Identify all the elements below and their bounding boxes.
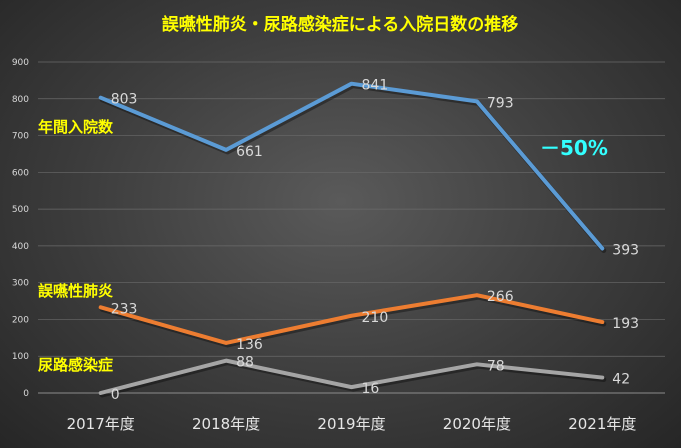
data-label: 210: [362, 310, 389, 326]
data-point: [350, 314, 353, 318]
data-point: [475, 293, 479, 297]
series: [98, 81, 607, 398]
y-tick-label: 700: [12, 132, 29, 142]
x-tick-label: 2017年度: [67, 415, 135, 433]
data-label: 0: [111, 387, 120, 403]
data-point: [475, 99, 479, 103]
series-line-shadow: [99, 83, 607, 253]
y-tick-label: 600: [12, 168, 29, 178]
series-name-uti: 尿路感染症: [38, 356, 113, 374]
y-tick-label: 500: [12, 205, 29, 215]
y-tick-label: 800: [12, 95, 29, 105]
data-point: [224, 341, 228, 345]
data-labels: 803 661 841 793 393 233 136 210 266 193 0 88 16 78 42: [111, 78, 639, 403]
x-tick-label: 2019年度: [317, 415, 385, 433]
data-point: [224, 148, 228, 152]
y-tick-label: 100: [12, 352, 29, 362]
data-label: 393: [612, 242, 639, 258]
y-tick-label: 400: [12, 242, 29, 252]
data-point: [600, 246, 604, 250]
chart-title: 誤嚥性肺炎・尿路感染症による入院日数の推移: [162, 14, 519, 35]
data-point: [99, 305, 103, 309]
data-label: 841: [362, 78, 389, 94]
data-label: 233: [111, 301, 138, 317]
y-tick-label: 0: [23, 389, 29, 399]
data-label: 661: [236, 144, 263, 160]
data-point: [600, 320, 604, 324]
data-label: 136: [236, 337, 263, 353]
data-label: 803: [111, 92, 138, 108]
y-tick-label: 900: [12, 58, 29, 68]
x-tick-label: 2021年度: [568, 415, 636, 433]
reduction-annotation: －50%: [540, 136, 608, 160]
data-label: 266: [487, 289, 514, 305]
y-tick-label: 300: [12, 279, 29, 289]
series-name-annual-admissions: 年間入院数: [38, 118, 114, 136]
data-point: [99, 391, 103, 395]
data-point: [224, 359, 228, 363]
y-tick-label: 200: [12, 315, 29, 325]
data-point: [99, 96, 103, 100]
data-label: 193: [612, 316, 639, 332]
series-line-0: [98, 81, 605, 251]
data-label: 78: [487, 358, 505, 374]
axes: 0 100 200 300 400 500 600 700 800 900 2017年度 2018年度…: [12, 58, 665, 433]
data-point: [600, 376, 604, 380]
series-name-aspiration-pneumonia: 誤嚥性肺炎: [38, 282, 113, 300]
data-label: 16: [362, 381, 380, 397]
x-tick-label: 2018年度: [192, 415, 260, 433]
data-point: [350, 385, 353, 389]
data-label: 42: [612, 372, 630, 388]
data-point: [350, 82, 353, 86]
data-point: [475, 362, 479, 366]
data-label: 793: [487, 95, 514, 111]
series-line-shadow: [99, 360, 607, 398]
x-tick-label: 2020年度: [443, 415, 511, 433]
data-label: 88: [236, 355, 254, 371]
